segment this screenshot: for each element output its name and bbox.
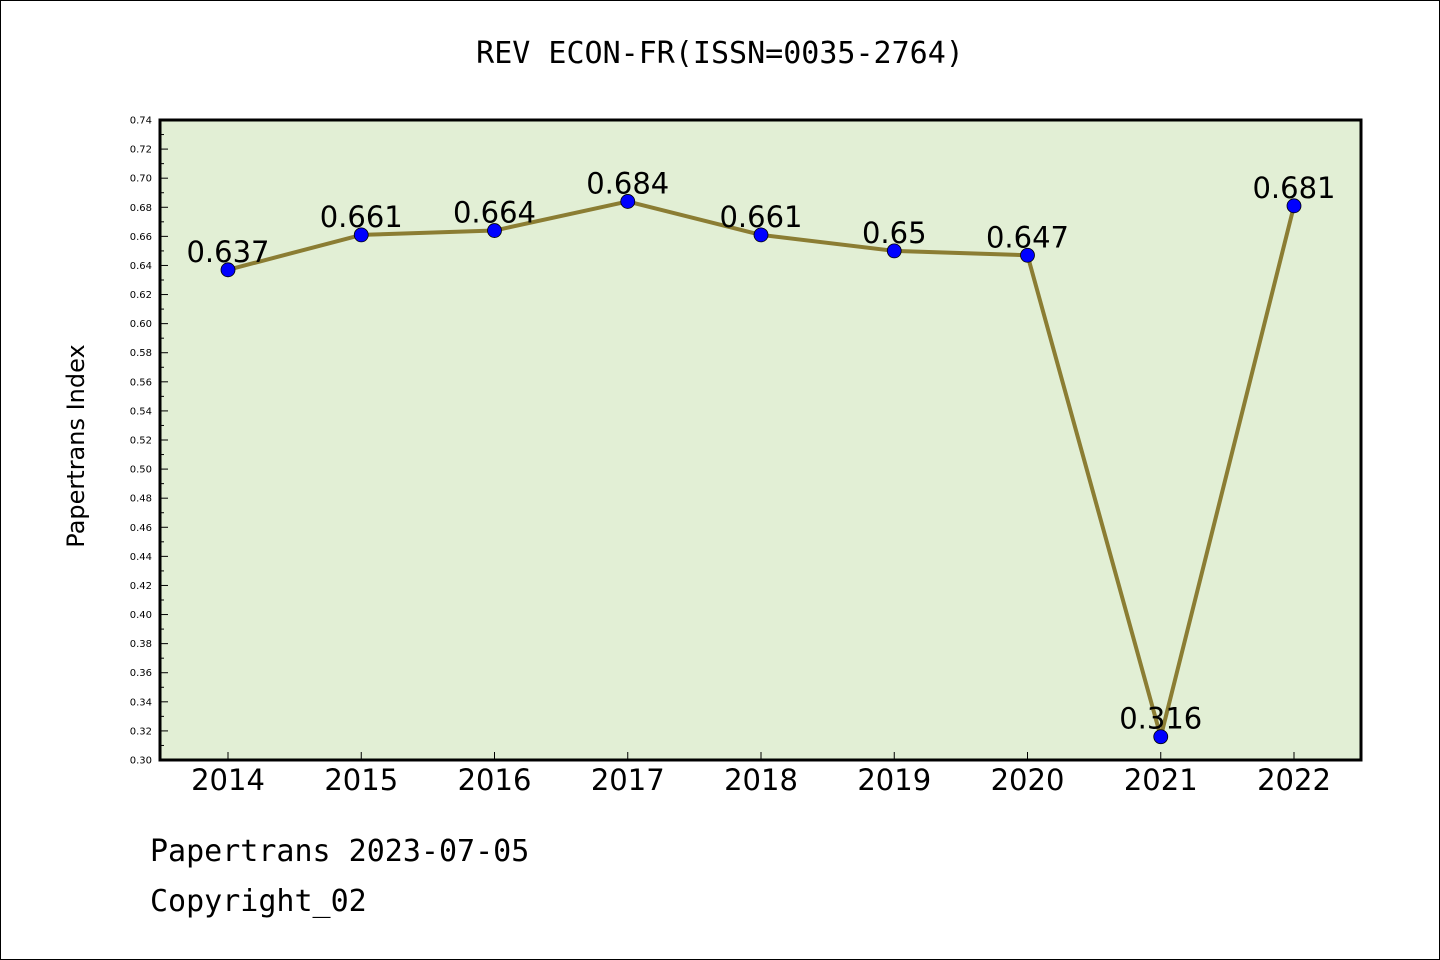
y-tick-label: 0.40 [130, 610, 152, 621]
y-tick-label: 0.54 [130, 406, 152, 417]
x-tick-label: 2021 [1124, 763, 1198, 797]
x-tick-label: 2020 [991, 763, 1065, 797]
data-label: 0.684 [586, 166, 669, 200]
data-label: 0.664 [453, 196, 536, 230]
y-tick-label: 0.66 [130, 232, 152, 243]
series-group: 0.637 0.661 0.664 0.684 0.661 0.65 0.647 0.316 0… [186, 166, 1336, 745]
y-axis: 0.30 0.32 0.34 0.36 0.38 0.40 0.42 0.44 0.46 0.48… [130, 116, 168, 767]
data-point [1286, 198, 1302, 214]
x-tick-label: 2016 [458, 763, 532, 797]
y-axis-label: Papertrans Index [62, 344, 90, 547]
y-tick-label: 0.72 [130, 145, 152, 156]
data-point [753, 227, 769, 243]
y-tick-label: 0.70 [130, 174, 152, 185]
data-point [353, 227, 369, 243]
y-tick-label: 0.50 [130, 465, 152, 476]
y-tick-label: 0.34 [130, 697, 152, 708]
chart-title: REV ECON-FR(ISSN=0035-2764) [476, 36, 964, 71]
data-point [620, 194, 636, 209]
y-tick-label: 0.68 [130, 203, 152, 214]
footer-copyright: Copyright_02 [150, 884, 367, 919]
y-tick-label: 0.52 [130, 436, 152, 447]
y-tick-label: 0.48 [130, 494, 152, 505]
x-tick-label: 2014 [191, 763, 265, 797]
x-axis: 2014 2015 2016 2017 2018 2019 2020 2021 2022 [191, 752, 1331, 797]
y-tick-label: 0.30 [130, 756, 152, 767]
x-tick-label: 2015 [324, 763, 398, 797]
x-tick-label: 2017 [591, 763, 665, 797]
y-tick-label: 0.56 [130, 377, 152, 388]
x-tick-label: 2022 [1257, 763, 1331, 797]
data-point [1020, 247, 1035, 263]
x-tick-label: 2019 [857, 763, 931, 797]
y-tick-label: 0.60 [130, 319, 152, 330]
y-tick-label: 0.32 [130, 726, 152, 737]
y-tick-label: 0.58 [130, 348, 152, 359]
plot-border [158, 118, 1363, 762]
data-point [886, 243, 902, 259]
data-label: 0.647 [986, 220, 1069, 254]
plot-area [160, 120, 1361, 760]
y-tick-label: 0.64 [130, 261, 152, 272]
y-tick-label: 0.62 [130, 290, 152, 301]
data-point [487, 223, 502, 238]
y-tick-label: 0.46 [130, 523, 152, 534]
y-tick-label: 0.44 [130, 552, 152, 563]
data-label: 0.65 [862, 216, 927, 250]
data-point [1153, 729, 1169, 745]
x-tick-label: 2018 [724, 763, 798, 797]
y-tick-label: 0.38 [130, 639, 152, 650]
data-label: 0.661 [719, 200, 802, 234]
data-label: 0.316 [1119, 702, 1202, 736]
data-point [220, 262, 236, 278]
y-tick-label: 0.36 [130, 668, 152, 679]
y-tick-label: 0.42 [130, 581, 152, 592]
data-label: 0.681 [1252, 171, 1335, 205]
footer-date: Papertrans 2023-07-05 [150, 834, 530, 869]
data-label: 0.661 [320, 200, 403, 234]
y-tick-label: 0.74 [130, 116, 152, 127]
data-label: 0.637 [186, 235, 269, 269]
